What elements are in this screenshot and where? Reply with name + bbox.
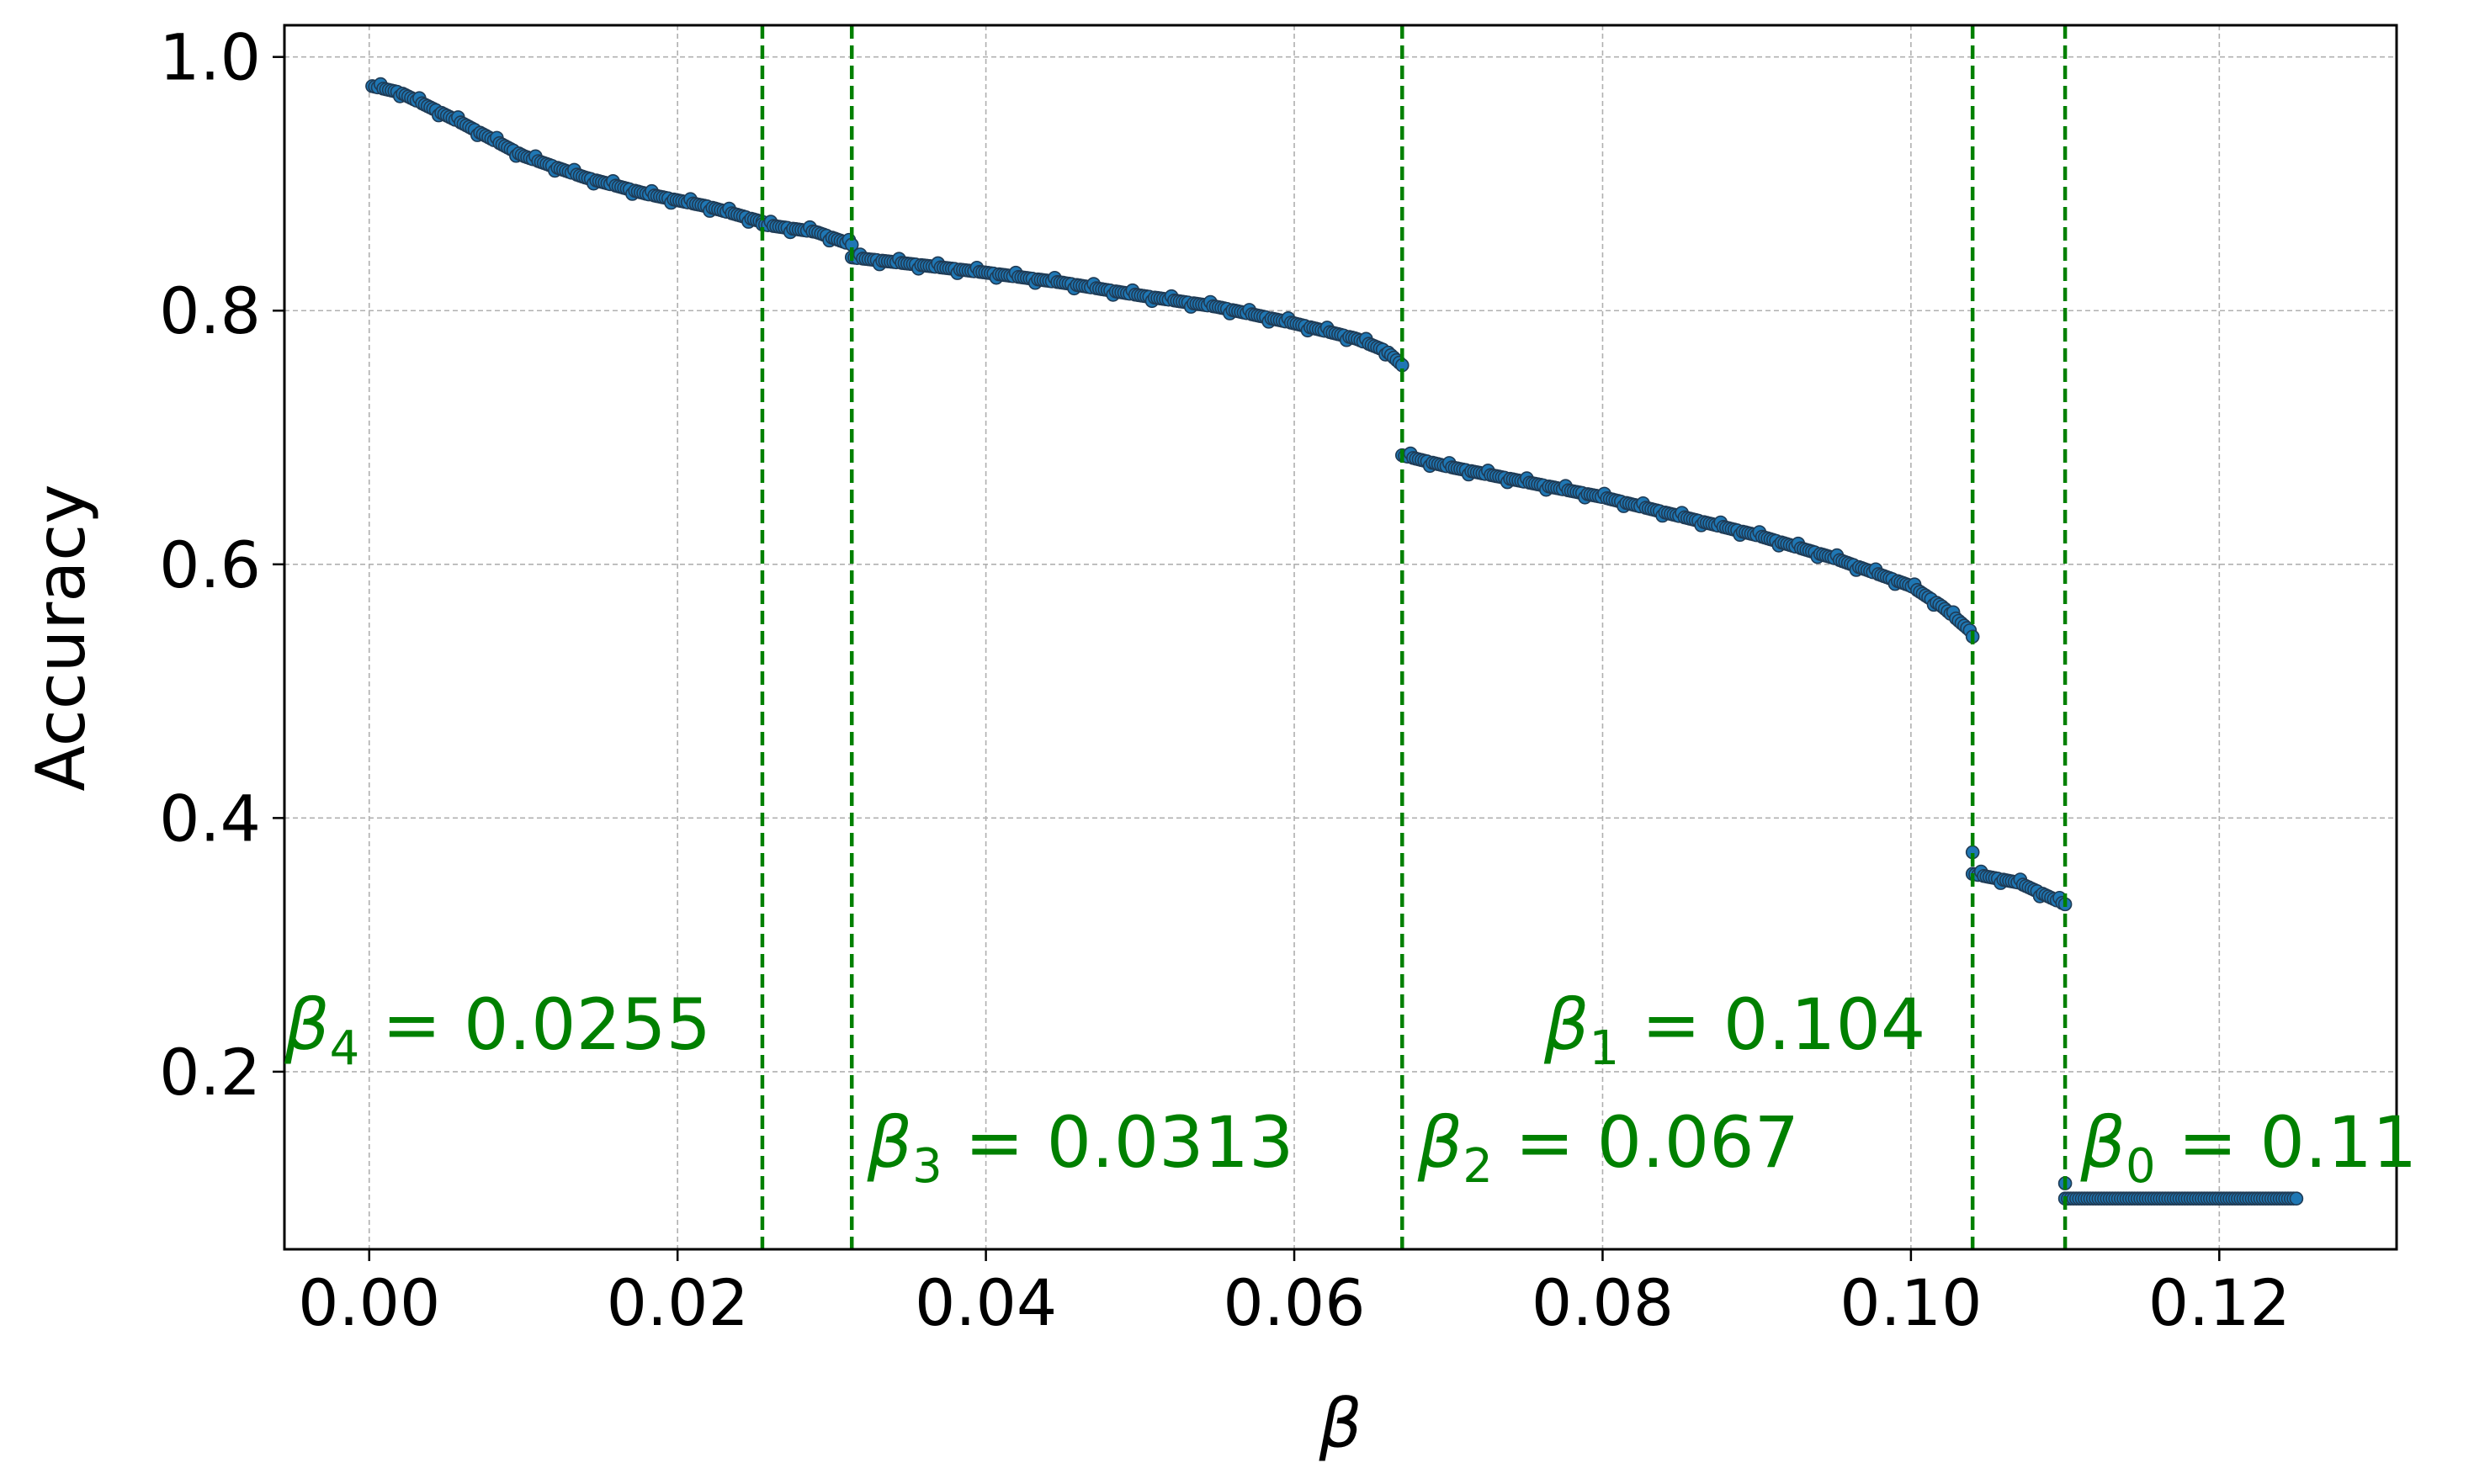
plot-frame bbox=[283, 24, 2398, 1251]
x-axis-ticks: 0.00 0.02 0.04 0.06 0.08 0.10 0.12 bbox=[298, 1249, 2291, 1340]
y-axis-label: Accuracy bbox=[22, 484, 100, 791]
threshold-label-symbol-4: β bbox=[2079, 1101, 2126, 1184]
threshold-label-1: β3 = 0.0313 bbox=[867, 1101, 1294, 1194]
x-tick-label-6: 0.12 bbox=[2148, 1265, 2291, 1340]
y-tick-label-4: 1.0 bbox=[159, 20, 261, 95]
y-tick-label-1: 0.4 bbox=[159, 781, 261, 856]
threshold-label-value-3: = 0.104 bbox=[1619, 983, 1925, 1066]
grid bbox=[284, 25, 2397, 1249]
threshold-label-4: β0 = 0.11 bbox=[2079, 1101, 2417, 1194]
x-tick-label-4: 0.08 bbox=[1532, 1265, 1674, 1340]
threshold-label-3: β1 = 0.104 bbox=[1543, 983, 1926, 1076]
x-axis-label: β bbox=[1318, 1385, 1362, 1463]
data-points bbox=[365, 77, 2304, 1206]
x-tick-label-3: 0.06 bbox=[1223, 1265, 1365, 1340]
x-tick-label-1: 0.02 bbox=[607, 1265, 749, 1340]
x-tick-label-5: 0.10 bbox=[1840, 1265, 1982, 1340]
threshold-label-subscript-4: 0 bbox=[2126, 1139, 2156, 1194]
threshold-lines bbox=[760, 25, 2068, 1249]
x-tick-label-2: 0.04 bbox=[915, 1265, 1057, 1340]
y-tick-label-0: 0.2 bbox=[159, 1035, 261, 1110]
threshold-label-symbol-2: β bbox=[1417, 1101, 1463, 1184]
threshold-label-symbol-3: β bbox=[1543, 983, 1590, 1066]
y-tick-label-3: 0.8 bbox=[159, 273, 261, 348]
threshold-label-value-1: = 0.0313 bbox=[942, 1101, 1294, 1184]
threshold-label-2: β2 = 0.067 bbox=[1417, 1101, 1800, 1194]
threshold-label-subscript-3: 1 bbox=[1589, 1021, 1619, 1076]
threshold-label-symbol-1: β bbox=[867, 1101, 913, 1184]
threshold-label-value-0: = 0.0255 bbox=[359, 983, 711, 1066]
x-tick-label-0: 0.00 bbox=[298, 1265, 440, 1340]
y-axis-ticks: 0.2 0.4 0.6 0.8 1.0 bbox=[159, 20, 284, 1110]
threshold-label-0: β4 = 0.0255 bbox=[284, 983, 711, 1076]
data-point-698 bbox=[2289, 1191, 2304, 1206]
threshold-label-subscript-0: 4 bbox=[330, 1021, 360, 1076]
threshold-label-value-4: = 0.11 bbox=[2156, 1101, 2418, 1184]
threshold-label-subscript-1: 3 bbox=[912, 1139, 942, 1194]
threshold-label-symbol-0: β bbox=[284, 983, 330, 1066]
y-tick-label-2: 0.6 bbox=[159, 527, 261, 602]
threshold-label-value-2: = 0.067 bbox=[1493, 1101, 1799, 1184]
threshold-label-subscript-2: 2 bbox=[1463, 1139, 1493, 1194]
